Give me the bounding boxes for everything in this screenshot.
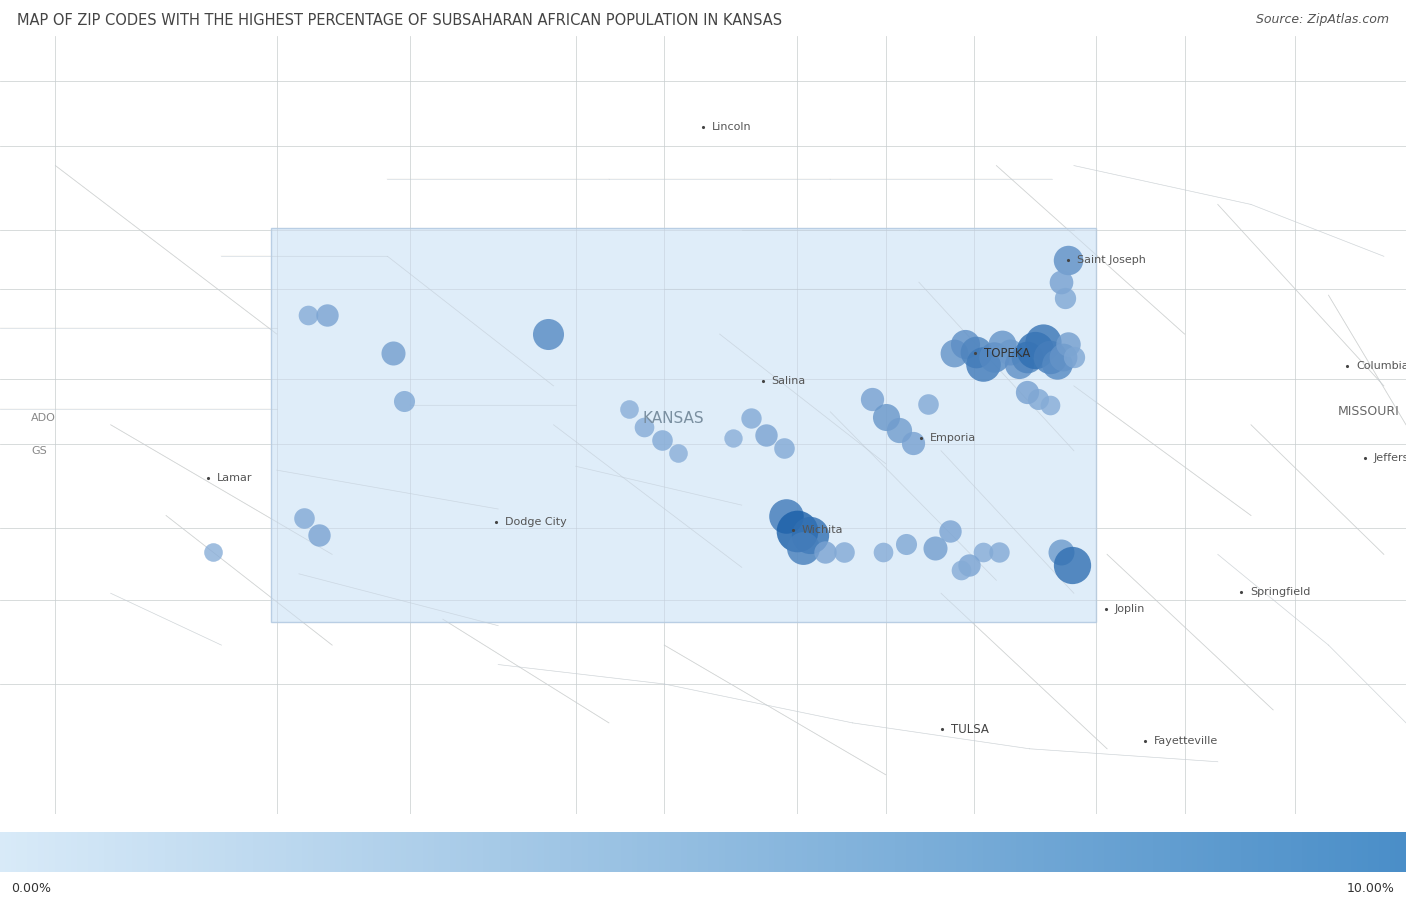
Bar bbox=[271, 227, 1097, 622]
Point bbox=[887, 423, 910, 437]
Point bbox=[651, 433, 673, 448]
Point bbox=[1007, 357, 1029, 371]
Text: Salina: Salina bbox=[772, 376, 806, 386]
Point bbox=[666, 446, 689, 460]
Point bbox=[875, 410, 897, 424]
Point bbox=[799, 528, 821, 542]
Text: Wichita: Wichita bbox=[801, 525, 844, 535]
Text: Saint Joseph: Saint Joseph bbox=[1077, 255, 1146, 265]
Point bbox=[1017, 385, 1039, 399]
Text: TULSA: TULSA bbox=[950, 723, 988, 736]
Point bbox=[1038, 351, 1060, 365]
Text: TOPEKA: TOPEKA bbox=[984, 347, 1031, 360]
Text: Lamar: Lamar bbox=[217, 473, 253, 483]
Text: Fayetteville: Fayetteville bbox=[1153, 736, 1218, 746]
Text: MAP OF ZIP CODES WITH THE HIGHEST PERCENTAGE OF SUBSAHARAN AFRICAN POPULATION IN: MAP OF ZIP CODES WITH THE HIGHEST PERCEN… bbox=[17, 13, 782, 29]
Point bbox=[740, 411, 762, 425]
Point bbox=[1060, 557, 1083, 572]
Point bbox=[943, 346, 966, 360]
Point bbox=[1049, 275, 1071, 289]
Text: Emporia: Emporia bbox=[929, 432, 976, 442]
Point bbox=[537, 327, 560, 342]
Point bbox=[297, 307, 319, 322]
Point bbox=[1049, 545, 1071, 559]
Point bbox=[617, 402, 640, 416]
Text: ADO: ADO bbox=[31, 414, 56, 423]
Point bbox=[987, 545, 1010, 559]
Point bbox=[894, 537, 917, 551]
Point bbox=[983, 351, 1005, 365]
Point bbox=[392, 395, 415, 409]
Point bbox=[792, 540, 814, 555]
Point bbox=[860, 392, 883, 406]
Text: Dodge City: Dodge City bbox=[505, 517, 567, 527]
Point bbox=[814, 545, 837, 559]
Point bbox=[755, 428, 778, 442]
Point bbox=[382, 346, 405, 360]
Point bbox=[872, 545, 894, 559]
Text: GS: GS bbox=[31, 446, 46, 456]
Point bbox=[772, 441, 794, 455]
Point bbox=[955, 337, 977, 352]
Point bbox=[1017, 351, 1039, 365]
Text: Columbia: Columbia bbox=[1357, 361, 1406, 371]
Point bbox=[965, 345, 987, 360]
Point bbox=[924, 540, 946, 555]
Point bbox=[308, 528, 330, 542]
Point bbox=[949, 563, 972, 577]
Point bbox=[294, 511, 316, 525]
Text: Springfield: Springfield bbox=[1250, 587, 1310, 597]
Text: 0.00%: 0.00% bbox=[11, 882, 51, 895]
Point bbox=[1052, 351, 1074, 365]
Point bbox=[1057, 337, 1080, 352]
Point bbox=[991, 337, 1014, 352]
Text: 10.00%: 10.00% bbox=[1347, 882, 1395, 895]
Point bbox=[1032, 334, 1054, 349]
Text: MISSOURI: MISSOURI bbox=[1337, 405, 1399, 418]
Point bbox=[1028, 392, 1050, 406]
Point bbox=[903, 436, 925, 450]
Point bbox=[633, 420, 655, 434]
Point bbox=[315, 307, 337, 322]
Point bbox=[972, 357, 994, 371]
Point bbox=[1063, 351, 1085, 365]
Point bbox=[1024, 343, 1046, 357]
Point bbox=[721, 431, 744, 445]
Point bbox=[201, 545, 224, 559]
Text: Source: ZipAtlas.com: Source: ZipAtlas.com bbox=[1256, 13, 1389, 26]
Point bbox=[998, 345, 1021, 360]
Point bbox=[917, 396, 939, 411]
Text: KANSAS: KANSAS bbox=[643, 411, 704, 426]
Point bbox=[832, 545, 855, 559]
Point bbox=[1057, 253, 1080, 267]
Point bbox=[1038, 398, 1060, 413]
Point bbox=[775, 508, 797, 522]
Point bbox=[957, 557, 980, 572]
Point bbox=[1053, 290, 1076, 305]
Point bbox=[972, 545, 994, 559]
Point bbox=[939, 524, 962, 539]
Point bbox=[1046, 357, 1069, 371]
Text: Jefferson Cit: Jefferson Cit bbox=[1374, 453, 1406, 464]
Point bbox=[786, 524, 808, 539]
Text: Joplin: Joplin bbox=[1115, 604, 1146, 614]
Text: Lincoln: Lincoln bbox=[711, 121, 751, 131]
